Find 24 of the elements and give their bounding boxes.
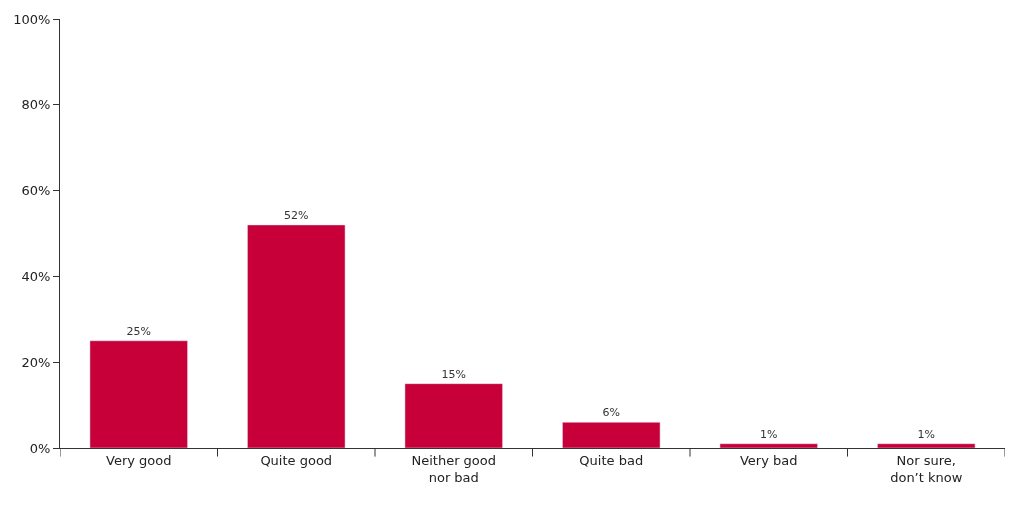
y-tick-label: 60% xyxy=(21,183,51,199)
data-label: 6% xyxy=(602,406,620,420)
data-label: 15% xyxy=(441,367,466,381)
y-tick-label: 20% xyxy=(21,354,51,370)
y-tick-label: 100% xyxy=(13,11,51,27)
bar xyxy=(719,443,818,448)
bar xyxy=(247,224,346,448)
data-label: 1% xyxy=(917,427,935,441)
bar xyxy=(877,443,976,448)
x-tick-label: Very bad xyxy=(739,452,798,468)
bar xyxy=(404,383,503,448)
x-tick-label: Quite good xyxy=(260,452,333,468)
x-tick-label: Nor sure, don’t know xyxy=(890,452,963,485)
y-tick-label: 0% xyxy=(29,440,51,456)
x-tick-label: Very good xyxy=(106,452,172,468)
data-label: 1% xyxy=(760,427,778,441)
x-tick-label: Quite bad xyxy=(579,452,644,468)
data-label: 25% xyxy=(126,324,151,338)
bar xyxy=(89,340,188,448)
bar xyxy=(562,422,661,448)
y-tick-label: 80% xyxy=(21,97,51,113)
y-tick-label: 40% xyxy=(21,268,51,284)
x-tick-label: Neither good nor bad xyxy=(411,452,497,485)
data-label: 52% xyxy=(284,208,309,222)
